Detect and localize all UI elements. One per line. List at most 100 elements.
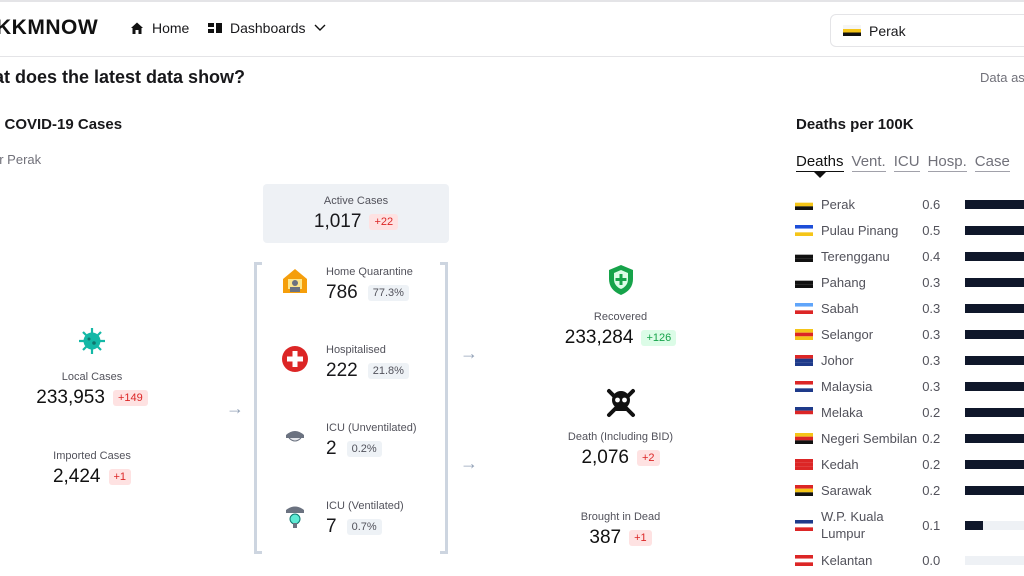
state-death-rate: 0.4	[922, 249, 941, 264]
state-name: Terengganu	[821, 249, 890, 264]
bid-label: Brought in Dead	[580, 511, 661, 523]
state-death-rate: 0.3	[922, 353, 941, 368]
tab-deaths[interactable]: Deaths	[796, 153, 844, 178]
state-flag-icon	[843, 25, 861, 36]
cases-section-subtitle: or Perak	[0, 152, 42, 167]
tab-hosp[interactable]: Hosp.	[927, 153, 967, 172]
bar-fill	[965, 486, 1024, 495]
bar-track	[965, 356, 1024, 365]
state-death-rate: 0.3	[922, 327, 941, 342]
state-death-rate: 0.3	[922, 275, 941, 290]
arrow-right-icon: →	[460, 343, 478, 363]
bar-fill	[965, 330, 1024, 339]
icu-ventilated-label: ICU (Ventilated)	[326, 500, 404, 512]
state-bar-row: Negeri Sembilan 0.2	[795, 430, 1024, 447]
state-name: Kelantan	[821, 553, 873, 568]
recovered-value: 233,284	[564, 327, 634, 348]
nav-home-label: Home	[152, 20, 190, 36]
state-death-rate: 0.1	[922, 517, 941, 533]
state-name: W.P. Kuala Lumpur	[821, 509, 884, 541]
patient-icon	[280, 422, 310, 452]
death-stat: Death (Including BID) 2,076 +2	[548, 386, 693, 469]
local-cases-delta: +149	[112, 390, 148, 406]
icu-unventilated-label: ICU (Unventilated)	[326, 422, 417, 434]
state-name: Selangor	[821, 327, 874, 342]
data-as-of-text: Data as	[980, 70, 1024, 85]
tab-cases[interactable]: Case	[974, 153, 1010, 172]
active-cases-delta: +22	[369, 214, 399, 230]
home-quarantine-pct: 77.3%	[367, 285, 409, 301]
icu-unventilated-pct: 0.2%	[346, 441, 382, 457]
recovered-label: Recovered	[593, 311, 648, 323]
state-flag-icon	[795, 199, 813, 210]
chevron-down-icon	[314, 24, 325, 31]
deaths-panel-title: Deaths per 100K	[796, 116, 914, 133]
bar-fill	[965, 520, 983, 530]
bar-track	[965, 486, 1024, 495]
imported-cases-value: 2,424	[52, 466, 101, 487]
bar-track	[965, 200, 1024, 209]
active-cases-box: Active Cases 1,017 +22	[263, 184, 449, 243]
metric-tabs: Deaths Vent. ICU Hosp. Case	[796, 153, 1010, 178]
bar-track	[965, 304, 1024, 313]
state-selector[interactable]: Perak	[830, 14, 1024, 47]
state-death-rate: 0.6	[922, 197, 941, 212]
nav-dashboards-dropdown[interactable]: Dashboards	[208, 20, 326, 36]
state-bar-row: Selangor 0.3	[795, 326, 1024, 343]
icu-ventilated-pct: 0.7%	[346, 519, 382, 535]
bracket-left	[254, 262, 262, 554]
state-bar-row: Pahang 0.3	[795, 274, 1024, 291]
bar-fill	[965, 434, 1024, 443]
arrow-right-icon: →	[460, 453, 478, 473]
bar-track	[965, 278, 1024, 287]
bar-fill	[965, 356, 1024, 365]
bid-value: 387	[589, 527, 622, 548]
state-name: Malaysia	[821, 379, 873, 394]
state-bar-row: Kedah 0.2	[795, 456, 1024, 473]
bar-fill	[965, 252, 1024, 261]
home-quarantine-value: 786	[326, 282, 358, 303]
arrow-right-icon: →	[226, 398, 244, 418]
active-cases-value: 1,017	[313, 211, 362, 232]
bar-track	[965, 252, 1024, 261]
state-death-rate: 0.2	[922, 405, 941, 420]
bar-fill	[965, 304, 1024, 313]
tab-icu[interactable]: ICU	[893, 153, 920, 172]
state-bar-row: Perak 0.6	[795, 196, 1024, 213]
hospitalised-label: Hospitalised	[326, 344, 386, 356]
state-death-rate: 0.3	[922, 379, 941, 394]
state-death-rate: 0.3	[922, 301, 941, 316]
page-question-heading: at does the latest data show?	[0, 67, 246, 87]
state-name: Pulau Pinang	[821, 223, 899, 238]
bar-fill	[965, 408, 1024, 417]
brand-logo[interactable]: KKMNOW	[0, 16, 99, 39]
local-cases-value: 233,953	[36, 387, 105, 408]
shield-plus-icon	[608, 265, 633, 295]
icu-ventilated-stat: ICU (Ventilated) 7 0.7%	[280, 500, 404, 538]
state-flag-icon	[795, 485, 813, 496]
nav-home-link[interactable]: Home	[130, 20, 189, 36]
state-death-rate: 0.0	[922, 553, 941, 568]
bar-track	[965, 460, 1024, 469]
hospitalised-pct: 21.8%	[367, 363, 409, 379]
state-name: Kedah	[821, 457, 859, 472]
home-quarantine-label: Home Quarantine	[326, 266, 413, 278]
virus-icon	[79, 328, 105, 354]
bar-track	[965, 226, 1024, 235]
state-name: Melaka	[821, 405, 863, 420]
icu-unventilated-stat: ICU (Unventilated) 2 0.2%	[280, 422, 416, 460]
tab-vent[interactable]: Vent.	[851, 153, 886, 172]
imported-cases-delta: +1	[108, 469, 132, 485]
state-bar-row: Pulau Pinang 0.5	[795, 222, 1024, 239]
state-death-rate: 0.5	[922, 223, 941, 238]
state-name: Negeri Sembilan	[821, 431, 918, 446]
cases-section-title: e COVID-19 Cases	[0, 116, 123, 133]
skull-crossbones-icon	[606, 389, 635, 417]
death-value: 2,076	[581, 447, 629, 468]
state-bar-row: Kelantan 0.0	[795, 552, 1024, 569]
state-flag-icon	[795, 329, 813, 340]
home-icon	[131, 22, 143, 34]
house-icon	[280, 266, 310, 296]
bar-track	[965, 556, 1024, 565]
top-nav-bar: KKMNOW Home Dashboards Perak	[0, 0, 1024, 57]
